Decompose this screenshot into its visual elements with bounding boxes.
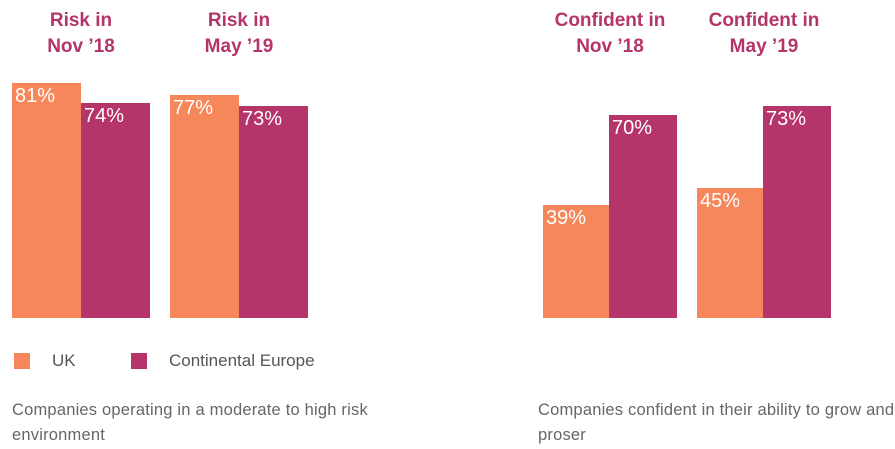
bar <box>609 115 677 318</box>
bar <box>543 204 609 318</box>
caption: Companies operating in a moderate to hig… <box>12 401 368 444</box>
legend-label: UK <box>52 351 76 370</box>
legend-label: Continental Europe <box>169 351 315 370</box>
value-label: 81% <box>15 85 56 108</box>
bar <box>697 187 763 318</box>
group-header: Confident in Nov ’18 <box>554 10 666 57</box>
value-label: 39% <box>546 206 587 229</box>
group-header: Confident in May ’19 <box>708 10 820 57</box>
value-label: 73% <box>766 108 807 131</box>
group-header: Risk in May ’19 <box>204 10 274 57</box>
bar <box>763 106 831 318</box>
value-label: 45% <box>700 189 741 212</box>
legend-swatch <box>131 353 147 369</box>
bar <box>81 103 150 318</box>
bar <box>12 83 81 318</box>
bar <box>170 94 239 318</box>
value-label: 77% <box>173 96 214 119</box>
legend-swatch <box>14 353 30 369</box>
bar <box>239 106 308 318</box>
value-label: 74% <box>84 105 125 128</box>
value-label: 70% <box>612 117 653 139</box>
caption: Companies confident in their ability to … <box>538 401 895 444</box>
group-header: Risk in Nov ’18 <box>47 10 115 57</box>
value-label: 73% <box>242 108 283 131</box>
